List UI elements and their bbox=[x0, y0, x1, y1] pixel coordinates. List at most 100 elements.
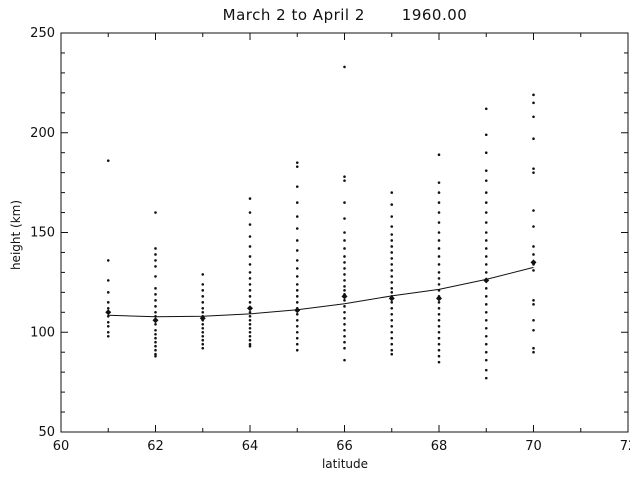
x-tick-label: 70 bbox=[525, 439, 542, 454]
data-point bbox=[532, 101, 535, 105]
data-point bbox=[437, 336, 441, 340]
data-point bbox=[154, 311, 157, 314]
data-point bbox=[248, 211, 252, 214]
data-point bbox=[154, 328, 157, 332]
data-point bbox=[295, 215, 299, 218]
data-point bbox=[437, 211, 441, 214]
data-point bbox=[295, 283, 299, 286]
data-point bbox=[484, 201, 488, 204]
data-point bbox=[484, 368, 488, 372]
data-point bbox=[532, 167, 535, 170]
data-point bbox=[248, 301, 252, 304]
data-point bbox=[201, 301, 205, 304]
data-point bbox=[201, 338, 205, 342]
data-point bbox=[532, 209, 535, 212]
data-point bbox=[248, 295, 252, 298]
data-point bbox=[201, 289, 205, 292]
data-point bbox=[437, 348, 441, 352]
data-point bbox=[106, 159, 110, 162]
data-point bbox=[484, 303, 488, 306]
y-tick-label: 250 bbox=[30, 26, 55, 41]
data-point bbox=[437, 153, 441, 156]
data-point bbox=[295, 312, 299, 316]
data-point bbox=[106, 320, 110, 324]
data-point bbox=[437, 239, 441, 242]
data-point bbox=[248, 271, 252, 274]
data-point bbox=[154, 293, 157, 296]
data-point bbox=[343, 217, 346, 220]
data-point bbox=[437, 342, 441, 346]
data-point bbox=[201, 326, 205, 330]
data-point bbox=[248, 277, 252, 280]
data-point bbox=[248, 197, 252, 200]
data-point bbox=[437, 324, 441, 328]
x-tick-label: 60 bbox=[53, 439, 70, 454]
x-axis-label: latitude bbox=[321, 457, 369, 471]
data-point bbox=[295, 318, 299, 322]
data-point bbox=[390, 291, 394, 294]
data-point bbox=[154, 336, 157, 340]
data-point bbox=[484, 247, 488, 250]
data-point bbox=[390, 203, 394, 206]
data-point bbox=[295, 324, 299, 328]
data-point bbox=[295, 259, 299, 262]
data-point bbox=[248, 338, 252, 342]
data-point bbox=[390, 263, 394, 266]
data-point bbox=[343, 305, 346, 308]
data-point bbox=[154, 275, 157, 278]
data-point bbox=[295, 165, 299, 168]
data-point bbox=[437, 301, 441, 304]
data-point bbox=[248, 255, 252, 258]
data-point bbox=[437, 283, 441, 286]
x-tick-label: 62 bbox=[147, 439, 164, 454]
data-point bbox=[532, 253, 535, 256]
data-point bbox=[532, 225, 535, 228]
data-point bbox=[295, 295, 299, 298]
mean-marker bbox=[247, 305, 253, 312]
data-point bbox=[343, 247, 346, 250]
data-point bbox=[484, 326, 488, 330]
data-point bbox=[532, 93, 535, 97]
data-point bbox=[532, 137, 535, 141]
data-point bbox=[343, 231, 346, 234]
data-point bbox=[343, 279, 346, 282]
data-point bbox=[106, 307, 110, 310]
data-point bbox=[390, 275, 394, 278]
mean-marker bbox=[294, 307, 301, 314]
data-point bbox=[106, 279, 110, 282]
data-point bbox=[154, 259, 157, 262]
data-point bbox=[201, 307, 205, 310]
data-point bbox=[106, 334, 110, 338]
data-point bbox=[248, 314, 252, 318]
data-point bbox=[295, 249, 299, 252]
data-point bbox=[248, 334, 252, 338]
data-point bbox=[201, 342, 205, 346]
data-point bbox=[343, 239, 346, 242]
data-point bbox=[343, 346, 346, 350]
data-point bbox=[437, 247, 441, 250]
data-point bbox=[295, 227, 299, 230]
data-point bbox=[390, 215, 394, 218]
x-tick-label: 72 bbox=[620, 439, 630, 454]
data-point bbox=[437, 318, 441, 322]
data-point bbox=[295, 267, 299, 270]
x-tick-label: 64 bbox=[242, 439, 259, 454]
data-point bbox=[343, 285, 346, 288]
data-point bbox=[154, 354, 157, 358]
data-point bbox=[295, 185, 299, 188]
data-point bbox=[484, 263, 488, 266]
data-point bbox=[532, 245, 535, 248]
mean-marker bbox=[105, 309, 112, 316]
data-point bbox=[343, 299, 346, 302]
data-point bbox=[343, 273, 346, 276]
data-point bbox=[201, 334, 205, 338]
data-point bbox=[484, 191, 488, 194]
data-point bbox=[106, 324, 110, 328]
data-point bbox=[437, 221, 441, 224]
data-point bbox=[437, 255, 441, 258]
data-point bbox=[437, 312, 441, 316]
data-point bbox=[295, 239, 299, 242]
y-tick-label: 100 bbox=[30, 325, 55, 340]
data-point bbox=[437, 277, 441, 280]
